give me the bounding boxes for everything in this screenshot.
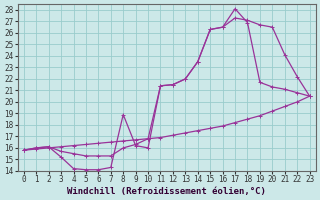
X-axis label: Windchill (Refroidissement éolien,°C): Windchill (Refroidissement éolien,°C) (67, 187, 266, 196)
